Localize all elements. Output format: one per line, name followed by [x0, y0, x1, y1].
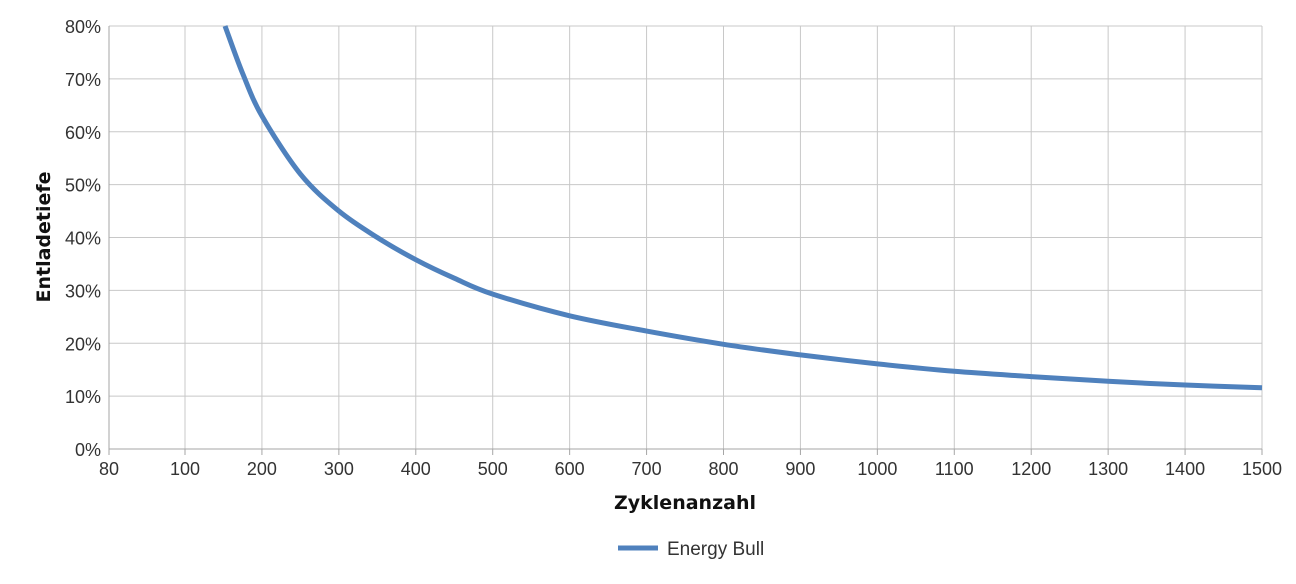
- y-tick-label: 40%: [65, 229, 101, 249]
- y-tick-label: 80%: [65, 17, 101, 37]
- x-tick-label: 100: [170, 459, 200, 479]
- legend-label: Energy Bull: [667, 539, 764, 560]
- x-tick-label: 400: [401, 459, 431, 479]
- x-tick-label: 500: [478, 459, 508, 479]
- y-tick-label: 20%: [65, 334, 101, 354]
- x-tick-label: 1400: [1165, 459, 1205, 479]
- y-tick-label: 0%: [75, 440, 101, 460]
- y-tick-labels: 0% 10% 20% 30% 40% 50% 60% 70% 80%: [65, 17, 101, 460]
- x-axis-title: Zyklenanzahl: [614, 492, 756, 514]
- series-line-1: [222, 25, 1263, 391]
- y-tick-label: 50%: [65, 176, 101, 196]
- series-group: [222, 25, 1263, 391]
- x-tick-label: 200: [247, 459, 277, 479]
- y-tick-label: 10%: [65, 387, 101, 407]
- x-tick-label: 80: [99, 459, 119, 479]
- x-tick-label: 1500: [1242, 459, 1282, 479]
- y-tick-label: 70%: [65, 70, 101, 90]
- y-axis-title: Entladetiefe: [33, 171, 55, 302]
- y-tick-label: 30%: [65, 281, 101, 301]
- axes: [108, 26, 1263, 455]
- x-tick-label: 1300: [1088, 459, 1128, 479]
- x-tick-label: 1000: [857, 459, 897, 479]
- legend: Energy Bull: [618, 539, 764, 560]
- grid-lines: [108, 25, 1263, 450]
- x-tick-label: 600: [555, 459, 585, 479]
- x-tick-label: 1100: [935, 459, 974, 479]
- x-tick-label: 700: [632, 459, 662, 479]
- x-tick-label: 900: [785, 459, 815, 479]
- x-tick-label: 300: [324, 459, 354, 479]
- x-tick-labels: 80 100 200 300 400 500 600 700 800 900 1000 1100 120…: [99, 459, 1282, 479]
- x-tick-label: 800: [708, 459, 738, 479]
- y-tick-label: 60%: [65, 123, 101, 143]
- x-tick-label: 1200: [1011, 459, 1051, 479]
